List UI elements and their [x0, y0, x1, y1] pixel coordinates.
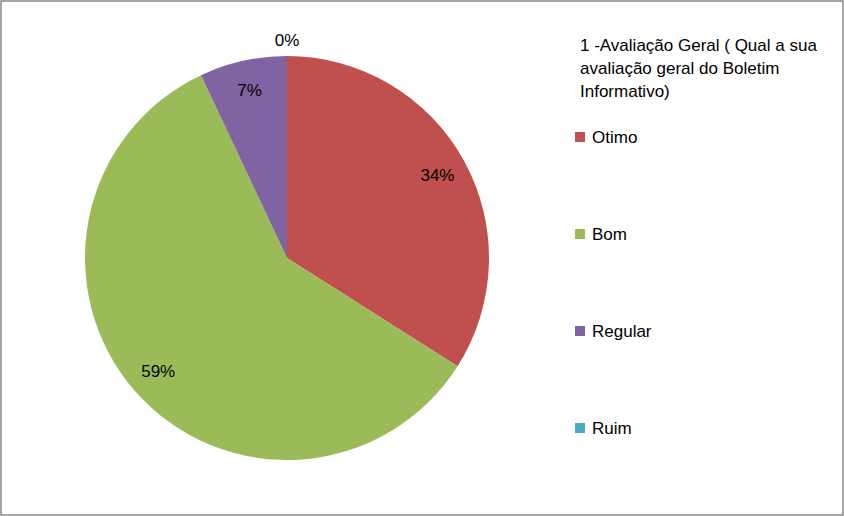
legend-label: Regular: [592, 322, 652, 341]
legend-label: Bom: [592, 225, 627, 244]
chart-border: [1, 1, 843, 515]
pie-slice: [201, 56, 287, 258]
data-label: 59%: [141, 362, 175, 381]
title-line: avaliação geral do Boletim: [580, 59, 784, 78]
legend: Otimo Bom Regular Ruim: [575, 128, 652, 438]
pie: [85, 56, 489, 460]
legend-swatch: [575, 326, 585, 336]
pie-slice: [287, 56, 288, 258]
data-label: 34%: [420, 166, 454, 185]
data-labels: 34% 59% 7% 0%: [141, 31, 454, 382]
legend-label: Otimo: [592, 128, 637, 147]
data-label: 7%: [237, 81, 262, 100]
title-line: Informativo): [580, 82, 670, 101]
legend-swatch: [575, 229, 585, 239]
legend-label: Ruim: [592, 419, 632, 438]
chart: 34% 59% 7% 0% 1 -Avaliação Geral ( Qual a su…: [0, 0, 844, 516]
title-line: 1 -Avaliação Geral ( Qual a sua: [580, 36, 822, 55]
legend-swatch: [575, 132, 585, 142]
legend-swatch: [575, 423, 585, 433]
chart-title: 1 -Avaliação Geral ( Qual a sua avaliaçã…: [580, 36, 822, 101]
data-label: 0%: [275, 31, 300, 50]
